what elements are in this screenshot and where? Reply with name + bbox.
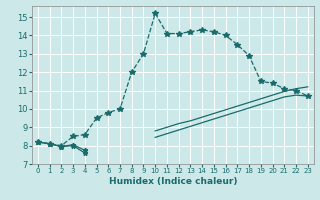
X-axis label: Humidex (Indice chaleur): Humidex (Indice chaleur) (108, 177, 237, 186)
